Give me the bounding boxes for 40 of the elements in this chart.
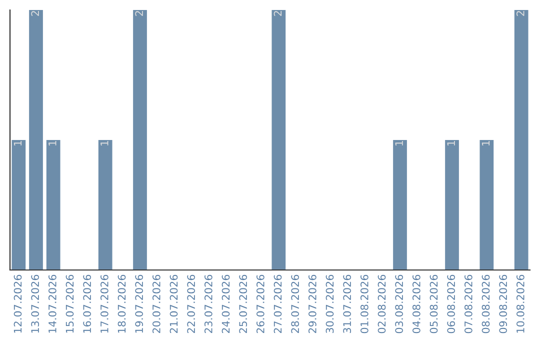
x-tick-label: 18.07.2026 — [118, 274, 126, 333]
x-tick-label: 16.07.2026 — [83, 274, 92, 333]
x-tick-label: 24.07.2026 — [222, 274, 230, 334]
x-tick-label: 01.08.2026 — [360, 274, 368, 334]
data-label: 1 — [482, 140, 490, 146]
x-tick-label: 30.07.2026 — [326, 274, 334, 334]
x-tick-label: 25.07.2026 — [239, 274, 248, 334]
x-tick-label: 10.08.2026 — [516, 274, 524, 333]
data-label: 2 — [274, 11, 282, 16]
x-tick-label: 20.07.2026 — [152, 274, 160, 334]
x-tick-label: 05.08.2026 — [430, 274, 438, 334]
x-tick-label: 09.08.2026 — [499, 274, 508, 334]
x-tick-label: 14.07.2026 — [48, 274, 56, 333]
x-tick-label: 31.07.2026 — [343, 274, 352, 334]
x-tick-label: 03.08.2026 — [395, 274, 404, 334]
data-label: 1 — [48, 140, 56, 146]
x-tick-label: 08.08.2026 — [482, 274, 490, 334]
x-tick-label: 21.07.2026 — [170, 274, 178, 334]
x-tick-label: 23.07.2026 — [204, 274, 212, 334]
data-label: 2 — [31, 11, 39, 16]
x-tick-label: 15.07.2026 — [66, 274, 74, 333]
data-label: 2 — [516, 11, 524, 16]
data-label: 2 — [135, 11, 143, 16]
x-tick-label: 22.07.2026 — [187, 274, 196, 334]
x-tick-label: 07.08.2026 — [464, 274, 472, 334]
data-label: 1 — [395, 140, 403, 146]
x-tick-label: 19.07.2026 — [135, 274, 144, 333]
data-label: 1 — [14, 140, 22, 146]
x-tick-label: 26.07.2026 — [256, 274, 264, 334]
data-label: 1 — [100, 140, 108, 146]
x-tick-label: 27.07.2026 — [274, 274, 282, 334]
x-tick-label: 06.08.2026 — [447, 274, 456, 334]
x-tick-label: 02.08.2026 — [378, 274, 386, 334]
x-tick-label: 28.07.2026 — [291, 274, 300, 334]
data-label: 1 — [447, 140, 455, 146]
x-tick-label: 17.07.2026 — [100, 274, 108, 333]
x-tick-label: 12.07.2026 — [14, 274, 22, 333]
x-tick-label: 29.07.2026 — [308, 274, 316, 334]
x-tick-label: 04.08.2026 — [412, 274, 420, 334]
x-tick-label: 13.07.2026 — [31, 274, 40, 333]
